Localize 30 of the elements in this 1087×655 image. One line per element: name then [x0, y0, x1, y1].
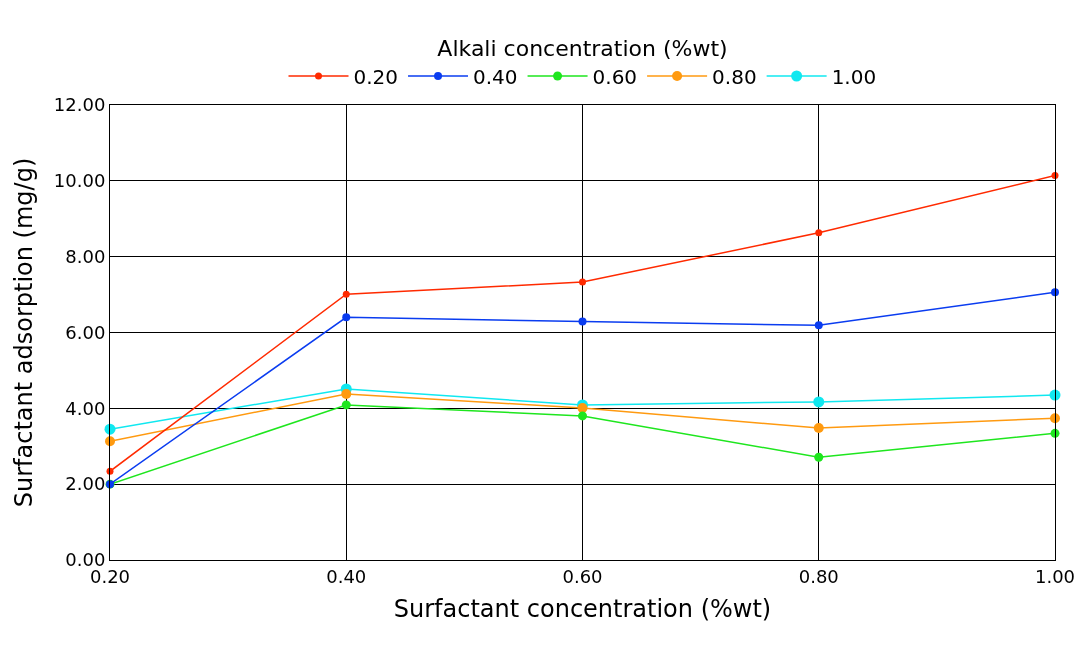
legend-label: 0.20	[353, 64, 399, 89]
legend-label: 1.00	[831, 64, 877, 89]
y-tick-label: 8.00	[65, 245, 106, 267]
point	[342, 290, 350, 298]
y-tick-label: 6.00	[65, 321, 106, 343]
point	[579, 278, 586, 286]
legend-title: Alkali concentration (%wt)	[437, 36, 728, 62]
point	[341, 400, 351, 410]
y-tick-label: 4.00	[65, 397, 106, 419]
legend-label: 0.60	[592, 64, 638, 89]
y-axis-title: Surfactant adsorption (mg/g)	[9, 157, 38, 508]
point	[578, 411, 587, 421]
y-tick-label: 12.00	[53, 94, 106, 116]
x-tick-label: 0.60	[562, 565, 603, 587]
point	[341, 388, 352, 399]
legend-label: 0.40	[473, 64, 518, 89]
point	[813, 396, 825, 408]
point	[342, 313, 351, 322]
point	[815, 229, 823, 237]
x-tick-label: 1.00	[1034, 565, 1076, 587]
point	[814, 452, 824, 462]
x-axis-title: Surfactant concentration (%wt)	[393, 594, 772, 623]
x-tick-label: 0.40	[326, 565, 367, 587]
legend-label: 0.80	[712, 64, 757, 89]
x-tick-label: 0.80	[798, 565, 839, 587]
point	[814, 321, 823, 330]
y-tick-label: 10.00	[53, 170, 106, 192]
point	[578, 317, 587, 326]
point	[813, 423, 824, 434]
y-tick-label: 2.00	[65, 473, 106, 495]
